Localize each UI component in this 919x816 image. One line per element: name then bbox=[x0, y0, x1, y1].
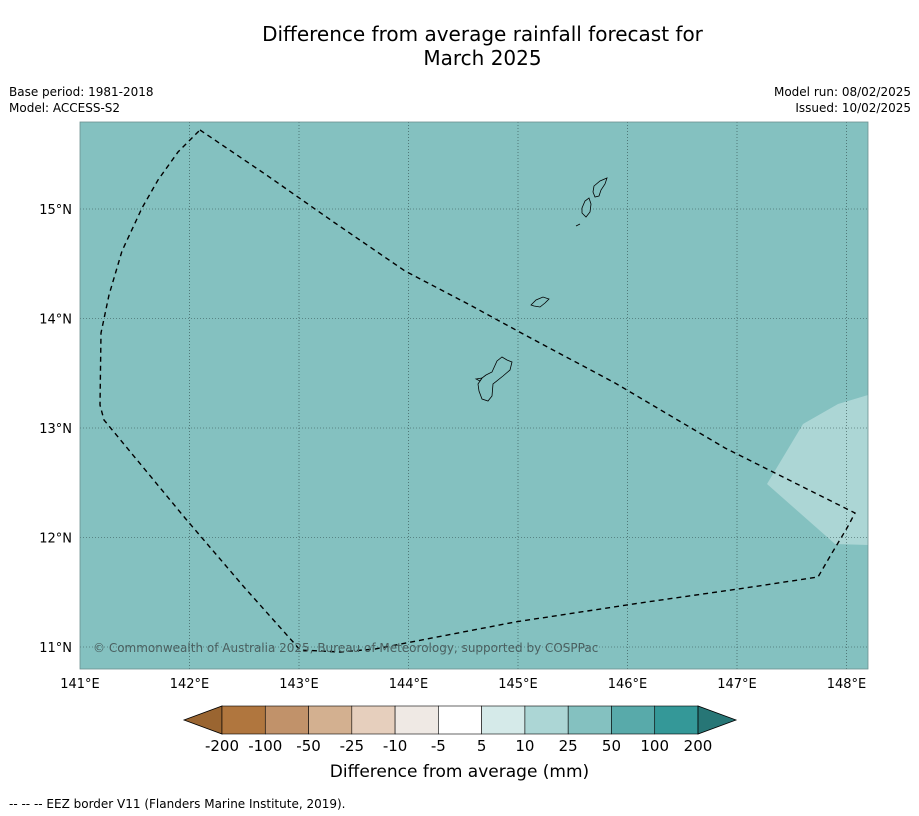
colorbar bbox=[182, 705, 738, 735]
copyright-notice: © Commonwealth of Australia 2025, Bureau… bbox=[93, 641, 599, 655]
colorbar-segment bbox=[351, 705, 396, 735]
colorbar-tick-label: -100 bbox=[248, 737, 283, 755]
colorbar-tick-label: 10 bbox=[515, 737, 535, 755]
base-period-text: Base period: 1981-2018 bbox=[9, 85, 154, 99]
colorbar-tick-label: 50 bbox=[601, 737, 621, 755]
latitude-label: 12°N bbox=[39, 532, 72, 547]
colorbar-tick-label: -200 bbox=[204, 737, 240, 755]
longitude-label: 148°E bbox=[827, 677, 867, 692]
eez-border bbox=[99, 129, 856, 653]
eez-footnote: -- -- -- EEZ border V11 (Flanders Marine… bbox=[9, 797, 346, 811]
colorbar-title: Difference from average (mm) bbox=[329, 762, 590, 782]
colorbar-tick-label: 100 bbox=[640, 737, 670, 755]
latitude-label: 14°N bbox=[39, 313, 72, 328]
colorbar-tick-label: -50 bbox=[296, 737, 321, 755]
latitude-label: 15°N bbox=[39, 203, 72, 218]
tinian-island bbox=[581, 197, 592, 218]
colorbar-tick-label: -10 bbox=[382, 737, 408, 755]
meta-right: Model run: 08/02/2025 Issued: 10/02/2025 bbox=[774, 84, 911, 116]
model-text: Model: ACCESS-S2 bbox=[9, 101, 121, 115]
graticule bbox=[80, 122, 868, 669]
guam-islet bbox=[474, 377, 483, 382]
colorbar-segment bbox=[264, 705, 309, 735]
chart-title: Difference from average rainfall forecas… bbox=[0, 22, 919, 70]
colorbar-segment bbox=[481, 705, 526, 735]
latitude-labels: 15°N 14°N 13°N 12°N 11°N bbox=[39, 203, 72, 656]
rainfall-anomaly-region bbox=[767, 395, 868, 545]
guam-island bbox=[477, 356, 513, 402]
longitude-label: 143°E bbox=[279, 677, 319, 692]
longitude-label: 144°E bbox=[389, 677, 429, 692]
colorbar-segment bbox=[438, 705, 482, 735]
latitude-label: 13°N bbox=[39, 422, 72, 437]
colorbar-segment bbox=[611, 705, 656, 735]
title-line-2: March 2025 bbox=[423, 46, 542, 70]
longitude-label: 145°E bbox=[498, 677, 538, 692]
map-background bbox=[80, 122, 868, 669]
colorbar-extend-high bbox=[697, 705, 738, 735]
colorbar-segment bbox=[394, 705, 439, 735]
longitude-label: 142°E bbox=[170, 677, 210, 692]
issued-text: Issued: 10/02/2025 bbox=[795, 101, 911, 115]
colorbar-tick-label: -25 bbox=[339, 737, 365, 755]
colorbar-segment bbox=[654, 705, 699, 735]
colorbar-tick-label: 25 bbox=[558, 737, 578, 755]
colorbar-tick-label: -5 bbox=[430, 737, 446, 755]
aguijan-islet bbox=[575, 223, 581, 227]
colorbar-segment bbox=[308, 705, 353, 735]
colorbar-extend-low bbox=[182, 705, 223, 735]
islands bbox=[474, 177, 608, 402]
model-run-text: Model run: 08/02/2025 bbox=[773, 85, 911, 99]
longitude-label: 147°E bbox=[717, 677, 757, 692]
title-line-1: Difference from average rainfall forecas… bbox=[262, 22, 703, 46]
colorbar-tick-label: 5 bbox=[476, 737, 487, 755]
meta-left: Base period: 1981-2018 Model: ACCESS-S2 bbox=[9, 84, 154, 116]
colorbar-tick-label: 200 bbox=[683, 737, 713, 755]
colorbar-segment bbox=[567, 705, 612, 735]
colorbar-segment bbox=[524, 705, 569, 735]
longitude-label: 141°E bbox=[60, 677, 100, 692]
colorbar-segment bbox=[221, 705, 266, 735]
longitude-label: 146°E bbox=[608, 677, 648, 692]
map-frame bbox=[79, 121, 869, 670]
rota-island bbox=[530, 296, 550, 308]
longitude-labels: 141°E 142°E 143°E 144°E 145°E 146°E 147°E 148°E bbox=[60, 677, 866, 692]
latitude-label: 11°N bbox=[39, 641, 72, 656]
saipan-island bbox=[592, 177, 608, 198]
